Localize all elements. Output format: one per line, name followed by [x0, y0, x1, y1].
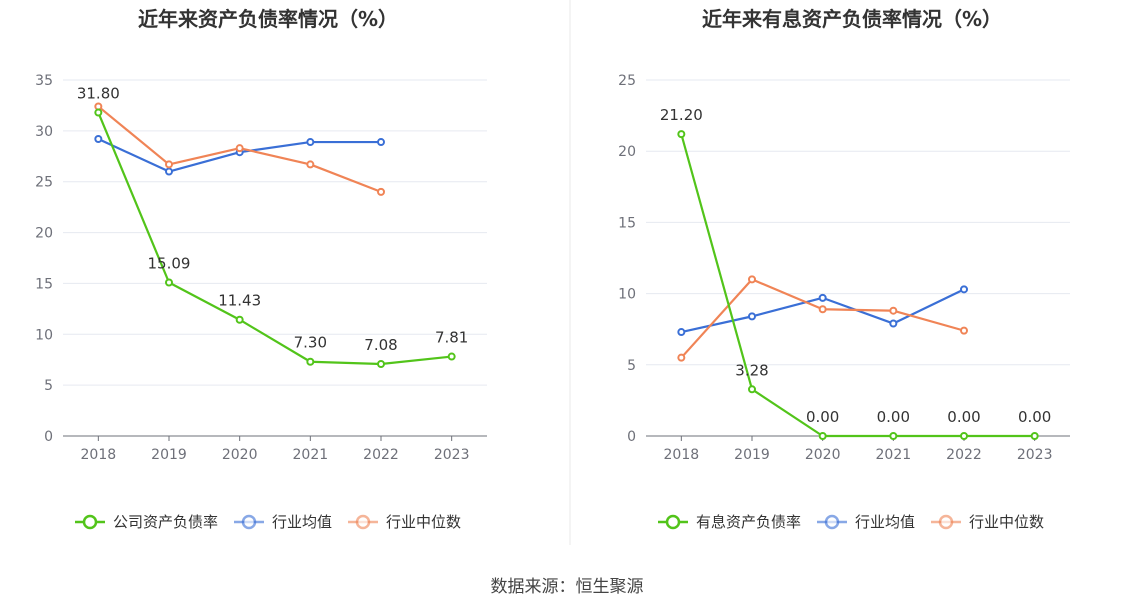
y-tick-label: 35 [35, 73, 53, 89]
x-tick-label: 2021 [293, 447, 329, 463]
y-tick-label: 0 [627, 429, 636, 445]
legend-marker-industry_avg [241, 514, 257, 530]
data-point-industry_avg [889, 319, 898, 328]
y-tick-label: 5 [627, 358, 636, 374]
legend-marker-industry_median [355, 514, 371, 530]
legend-marker-industry_median [938, 514, 954, 530]
data-point-industry_avg [818, 293, 827, 302]
chart-panel-debt-ratio: 近年来资产负债率情况（%） 0 5 10 15 20 25 30 35 2018 2019 2020 2… [35, 7, 487, 531]
y-tick-label: 20 [35, 226, 53, 242]
data-source-note: 数据来源：恒生聚源 [491, 577, 644, 597]
data-point-company [1030, 432, 1039, 440]
data-point-industry_median [677, 353, 686, 362]
legend-label: 行业中位数 [386, 513, 461, 531]
data-point-industry_median [377, 187, 385, 196]
x-tick-label: 2019 [734, 447, 770, 463]
x-tick-label: 2020 [805, 447, 841, 463]
data-point-industry_avg [165, 167, 173, 176]
y-tick-label: 15 [618, 215, 636, 231]
data-point-company [377, 359, 385, 368]
y-tick-label: 0 [44, 429, 53, 445]
data-point-industry_median [889, 306, 898, 315]
legend-label: 行业均值 [272, 513, 332, 531]
y-tick-label: 25 [35, 175, 53, 191]
chart-panel-interest-debt-ratio: 近年来有息资产负债率情况（%） 0 5 10 15 20 25 2018 2019 2020 202… [618, 7, 1070, 531]
y-tick-label: 25 [618, 73, 636, 89]
legend-marker-company [82, 514, 98, 530]
legend-marker-company [665, 514, 681, 530]
legend-label: 有息资产负债率 [696, 513, 801, 531]
data-point-industry_median [94, 102, 103, 111]
x-tick-label: 2020 [222, 447, 258, 463]
data-point-company [960, 432, 968, 440]
x-tick-label: 2019 [151, 447, 187, 463]
data-point-industry_avg [377, 138, 385, 147]
data-label: 0.00 [877, 408, 910, 426]
x-tick-label: 2021 [876, 447, 912, 463]
x-tick-label: 2023 [434, 447, 470, 463]
data-label: 0.00 [806, 408, 839, 426]
data-label: 0.00 [947, 408, 980, 426]
data-point-company [818, 432, 827, 440]
data-label: 11.43 [218, 292, 261, 310]
data-point-company [235, 315, 244, 324]
data-label: 7.08 [364, 336, 397, 354]
data-label: 0.00 [1018, 408, 1051, 426]
y-tick-label: 15 [35, 276, 53, 292]
legend-label: 公司资产负债率 [113, 513, 218, 531]
data-label: 31.80 [77, 85, 120, 103]
data-point-company [677, 130, 686, 139]
x-tick-label: 2023 [1017, 447, 1053, 463]
data-label: 7.30 [294, 334, 327, 352]
data-point-industry_avg [677, 328, 686, 337]
y-tick-label: 30 [35, 124, 53, 140]
data-label: 3.28 [735, 361, 768, 379]
x-tick-label: 2018 [81, 447, 117, 463]
x-tick-label: 2022 [946, 447, 982, 463]
legend-label: 行业均值 [855, 513, 915, 531]
chart-title: 近年来资产负债率情况（%） [138, 7, 398, 31]
series-line-company [97, 112, 452, 366]
data-point-company [447, 352, 456, 361]
data-label: 15.09 [148, 255, 191, 273]
data-point-industry_median [818, 305, 827, 314]
data-point-industry_median [165, 160, 173, 169]
data-point-industry_median [960, 326, 968, 335]
data-point-industry_avg [306, 138, 315, 147]
y-tick-label: 10 [618, 287, 636, 303]
legend-marker-industry_avg [824, 514, 840, 530]
data-point-industry_avg [94, 134, 103, 143]
x-tick-label: 2022 [363, 447, 399, 463]
legend-label: 行业中位数 [969, 513, 1044, 531]
data-label: 7.81 [435, 329, 468, 347]
x-tick-label: 2018 [664, 447, 700, 463]
series-line-company [680, 133, 1035, 438]
data-point-industry_median [235, 144, 244, 153]
data-point-industry_avg [748, 312, 756, 321]
data-point-company [165, 278, 173, 287]
data-label: 21.20 [660, 106, 703, 124]
data-point-company [306, 357, 315, 366]
y-tick-label: 5 [44, 378, 53, 394]
data-point-industry_median [306, 160, 315, 169]
data-point-company [748, 385, 756, 394]
data-point-industry_median [748, 275, 756, 284]
y-tick-label: 10 [35, 327, 53, 343]
data-point-industry_avg [960, 285, 968, 294]
data-point-company [889, 432, 898, 440]
y-tick-label: 20 [618, 144, 636, 160]
chart-title: 近年来有息资产负债率情况（%） [702, 7, 1002, 31]
data-point-company [94, 108, 103, 117]
